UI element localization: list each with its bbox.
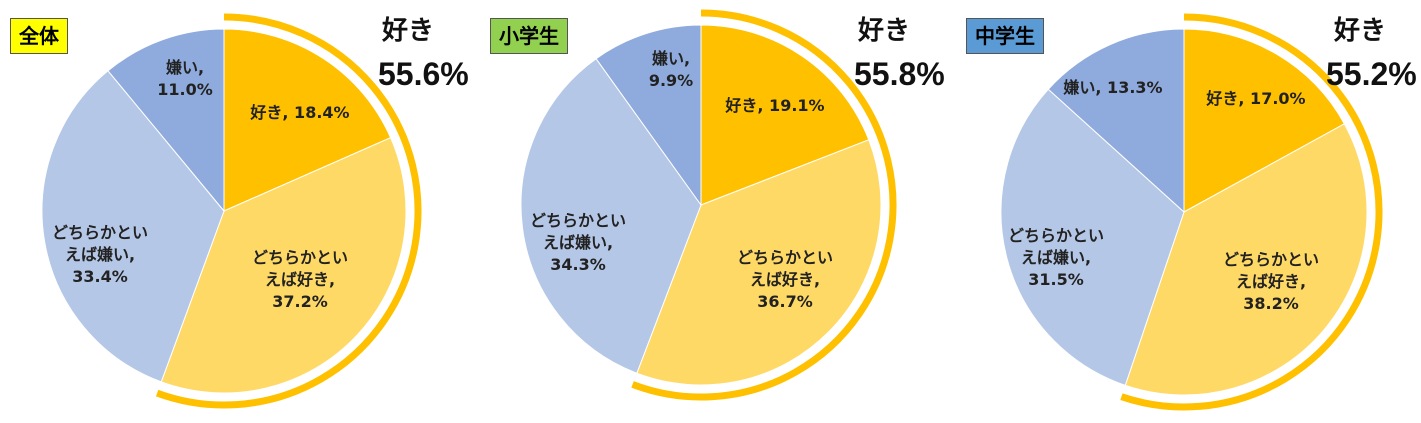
pie-slice-somewhat-dislike: [41, 70, 225, 383]
like-share-ring: [155, 13, 422, 409]
pie-chart-svg: 好き, 17.0% どちらかといえば好き, 38.2% どちらかといえば嫌い, 31.5…: [1000, 13, 1383, 411]
slice-label-somewhat-like: どちらかといえば好き, 37.2%: [252, 248, 348, 311]
slice-label-somewhat-dislike: どちらかといえば嫌い, 31.5%: [1008, 226, 1104, 289]
pie-slice-somewhat-like: [636, 139, 882, 386]
pie-slice-like: [223, 28, 392, 212]
slice-label-dislike: 嫌い, 9.9%: [649, 49, 693, 90]
slice-label-like: 好き, 19.1%: [724, 96, 824, 115]
pie-chart-svg: 好き, 18.4% どちらかといえば好き, 37.2% どちらかといえば嫌い, 33.4…: [41, 13, 422, 409]
pie-panel-junior-high: 中学生 好き, 17.0% どちらかといえば好き, 38.2% どちらかといえば嫌い,…: [956, 0, 1421, 423]
like-total: 55.8%: [854, 56, 945, 92]
pie-slice-dislike: [595, 24, 702, 207]
group-badge: 中学生: [966, 18, 1044, 54]
slice-label-dislike: 嫌い, 13.3%: [1062, 78, 1162, 97]
pie-slice-dislike: [107, 28, 225, 213]
pie-slice-somewhat-like: [160, 137, 407, 394]
group-badge: 全体: [10, 18, 68, 54]
slice-label-dislike: 嫌い, 11.0%: [157, 58, 213, 99]
pie-slice-somewhat-dislike: [520, 58, 702, 374]
group-badge: 小学生: [490, 18, 568, 54]
pie-slice-somewhat-like: [1124, 123, 1368, 396]
pie-slice-like: [700, 24, 870, 206]
like-share-ring: [631, 9, 897, 401]
like-heading: 好き: [858, 16, 911, 46]
pie-chart-svg: 好き, 19.1% どちらかといえば好き, 36.7% どちらかといえば嫌い, 34.3…: [520, 9, 897, 401]
like-total: 55.6%: [378, 56, 469, 92]
like-heading: 好き: [382, 16, 435, 46]
slice-label-like: 好き, 18.4%: [249, 103, 349, 122]
slice-label-somewhat-like: どちらかといえば好き, 38.2%: [1223, 250, 1319, 313]
like-heading: 好き: [1334, 16, 1387, 46]
like-total: 55.2%: [1326, 56, 1417, 92]
slice-label-somewhat-like: どちらかといえば好き, 36.7%: [737, 248, 833, 311]
pie-panel-overall: 全体 好き, 18.4% どちらかといえば好き, 37.2% どちらかといえば嫌い, 3…: [0, 0, 470, 423]
slice-label-like: 好き, 17.0%: [1205, 89, 1305, 108]
slice-label-somewhat-dislike: どちらかといえば嫌い, 33.4%: [52, 223, 148, 286]
pie-panel-elementary: 小学生 好き, 19.1% どちらかといえば好き, 36.7% どちらかといえば嫌い,…: [480, 0, 950, 423]
pie-slice-dislike: [1047, 28, 1185, 214]
like-share-ring: [1120, 13, 1383, 411]
slice-label-somewhat-dislike: どちらかといえば嫌い, 34.3%: [530, 211, 626, 274]
pie-slice-somewhat-dislike: [1000, 88, 1185, 386]
pie-slice-like: [1183, 28, 1346, 213]
